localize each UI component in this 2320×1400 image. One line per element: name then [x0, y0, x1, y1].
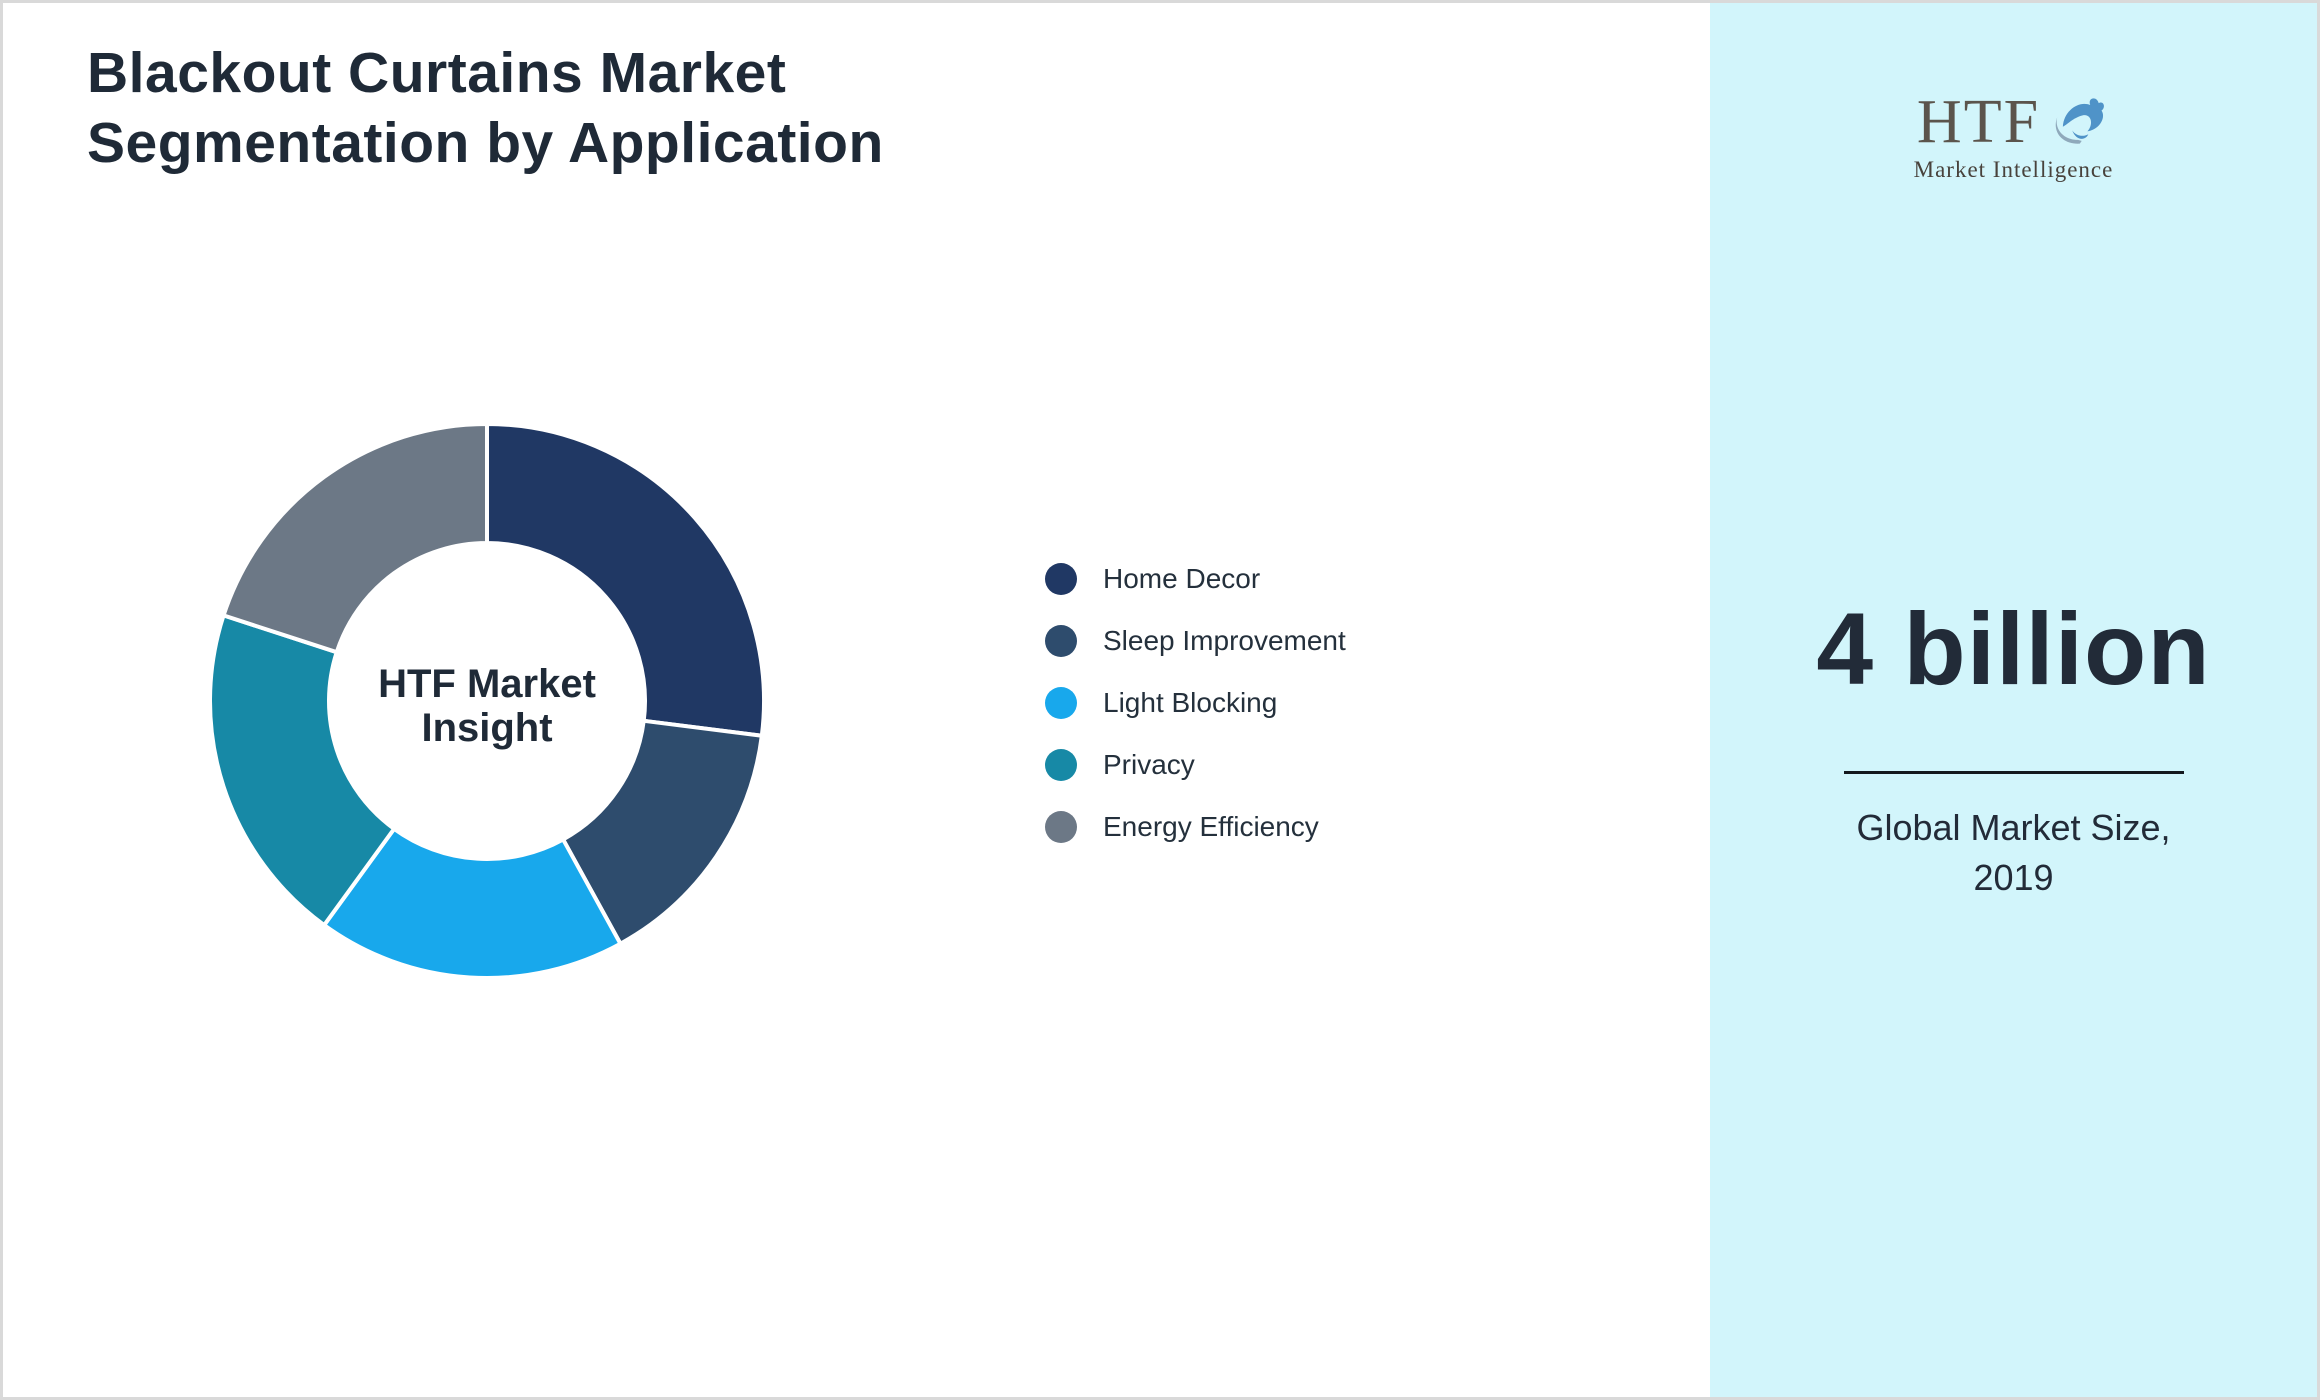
legend-label: Home Decor	[1103, 563, 1261, 594]
donut-segment-home-decor	[485, 422, 766, 738]
legend-item-privacy: Privacy	[1045, 749, 1346, 781]
caption-line-2: 2019	[1973, 857, 2054, 899]
donut-chart: HTF Market Insight	[208, 422, 766, 980]
divider-line	[1843, 771, 2184, 774]
donut-center-label: HTF Market Insight	[378, 662, 596, 750]
market-size-value: 4 billion	[1816, 592, 2211, 706]
legend-swatch-icon	[1045, 749, 1077, 781]
htf-logo-subtext: Market Intelligence	[1913, 157, 2114, 182]
legend-label: Light Blocking	[1103, 687, 1278, 718]
dolphin-logo-icon	[2055, 98, 2104, 144]
legend-swatch-icon	[1045, 563, 1077, 595]
donut-segment-energy-efficiency	[221, 422, 489, 655]
page-title: Blackout Curtains Market Segmentation by…	[87, 41, 884, 175]
market-size-caption: Global Market Size, 2019	[1710, 803, 2317, 904]
legend-swatch-icon	[1045, 625, 1077, 657]
caption-line-1: Global Market Size,	[1856, 807, 2171, 848]
legend-swatch-icon	[1045, 687, 1077, 719]
legend-item-home-decor: Home Decor	[1045, 563, 1346, 595]
legend-item-sleep-improvement: Sleep Improvement	[1045, 625, 1346, 657]
htf-logo-row: HTF	[1917, 89, 2110, 155]
legend-label: Privacy	[1103, 749, 1195, 780]
legend-swatch-icon	[1045, 811, 1077, 843]
legend-label: Energy Efficiency	[1103, 811, 1319, 842]
htf-logo: HTF Market Intelligence	[1710, 89, 2317, 183]
legend-item-light-blocking: Light Blocking	[1045, 687, 1346, 719]
chart-legend: Home Decor Sleep Improvement Light Blockin…	[1045, 563, 1346, 843]
sidebar-panel: HTF Market Intelligence 4 billion Global…	[1710, 3, 2317, 1397]
htf-logo-text: HTF	[1916, 88, 2041, 156]
legend-label: Sleep Improvement	[1103, 625, 1346, 656]
donut-segment-light-blocking	[322, 826, 623, 980]
legend-item-energy-efficiency: Energy Efficiency	[1045, 811, 1346, 843]
donut-segment-privacy	[208, 613, 397, 928]
